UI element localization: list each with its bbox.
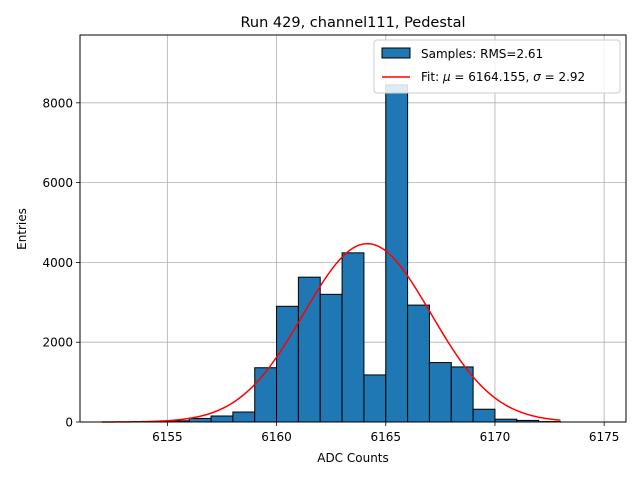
legend-fit-sigma-value: = 2.92: [541, 70, 585, 84]
histogram-bar: [277, 306, 299, 422]
legend-fit-label: Fit: μ = 6164.155, σ = 2.92: [421, 70, 585, 84]
x-axis-label: ADC Counts: [317, 451, 389, 465]
x-tick-label: 6165: [370, 430, 401, 444]
histogram-bar: [429, 363, 451, 422]
histogram-bar: [408, 305, 430, 422]
x-tick-label: 6155: [152, 430, 183, 444]
y-tick-label: 4000: [42, 256, 73, 270]
y-tick-label: 8000: [42, 96, 73, 110]
x-tick-label: 6175: [589, 430, 620, 444]
histogram-bar: [342, 253, 364, 422]
y-tick-label: 6000: [42, 176, 73, 190]
histogram-bar: [473, 409, 495, 422]
histogram-bar: [364, 375, 386, 422]
histogram-bar: [298, 277, 320, 422]
histogram-bar: [211, 416, 233, 422]
y-axis-label: Entries: [15, 208, 29, 250]
y-tick-label: 2000: [42, 336, 73, 350]
histogram-bar: [189, 418, 211, 422]
legend-fit-mu-symbol: μ: [442, 70, 451, 84]
legend: Samples: RMS=2.61 Fit: μ = 6164.155, σ =…: [374, 40, 620, 93]
x-tick-label: 6170: [480, 430, 511, 444]
histogram-bar: [451, 367, 473, 422]
histogram-bar: [255, 368, 277, 422]
y-tick-label: 0: [65, 416, 73, 430]
histogram-bar: [233, 412, 255, 422]
legend-samples-swatch: [382, 48, 410, 58]
chart-title: Run 429, channel111, Pedestal: [240, 15, 465, 31]
legend-fit-mu-value: = 6164.155,: [451, 70, 534, 84]
legend-fit-prefix: Fit:: [421, 70, 443, 84]
legend-samples-label: Samples: RMS=2.61: [421, 47, 543, 61]
x-tick-label: 6160: [261, 430, 292, 444]
histogram-bar: [320, 294, 342, 422]
